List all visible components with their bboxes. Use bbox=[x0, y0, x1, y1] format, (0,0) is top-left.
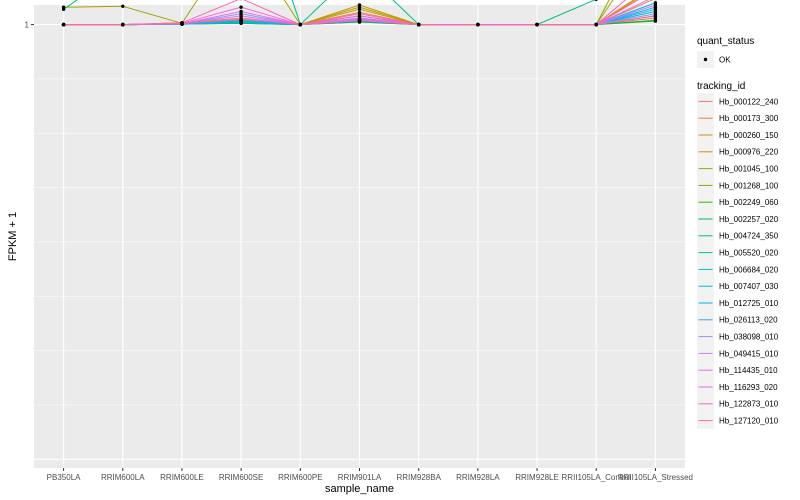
x-tick-label: RRIM600PE bbox=[278, 473, 322, 482]
data-point bbox=[298, 22, 302, 27]
x-tick-label: RRIM928LE bbox=[515, 473, 559, 482]
x-tick-label: RRIM600LE bbox=[160, 473, 204, 482]
data-point bbox=[357, 18, 362, 22]
data-point bbox=[357, 12, 362, 16]
legend-label-tracking-id: Hb_001268_100 bbox=[719, 181, 779, 190]
legend-title-tracking-id: tracking_id bbox=[697, 81, 745, 92]
x-axis: PB350LA RRIM600LA RRIM600LE RRIM600SE RRIM60… bbox=[47, 468, 693, 482]
x-tick-label: RRII105LA_Stressed bbox=[618, 473, 693, 482]
data-point bbox=[239, 5, 243, 9]
legend-label-tracking-id: Hb_116293_020 bbox=[719, 383, 778, 392]
data-point bbox=[417, 22, 421, 27]
data-points bbox=[61, 0, 658, 27]
legend-label-quant-status: OK bbox=[719, 56, 731, 65]
legend: quant_status OK tracking_id Hb_000122_240 Hb… bbox=[697, 36, 779, 429]
data-point bbox=[594, 22, 598, 27]
data-point bbox=[121, 4, 125, 8]
x-tick-label: PB350LA bbox=[47, 473, 81, 482]
legend-label-tracking-id: Hb_012725_010 bbox=[719, 299, 779, 308]
legend-label-tracking-id: Hb_007407_030 bbox=[719, 282, 779, 291]
data-point bbox=[61, 22, 66, 27]
legend-label-tracking-id: Hb_002257_020 bbox=[719, 215, 779, 224]
y-axis: 1 bbox=[25, 21, 34, 30]
legend-label-tracking-id: Hb_000260_150 bbox=[719, 131, 779, 140]
legend-label-tracking-id: Hb_000122_240 bbox=[719, 97, 779, 106]
x-tick-label: RRIM928LA bbox=[456, 473, 500, 482]
data-point bbox=[535, 22, 539, 27]
legend-label-tracking-id: Hb_001045_100 bbox=[719, 165, 779, 174]
legend-label-tracking-id: Hb_002249_060 bbox=[719, 198, 779, 207]
legend-title-quant-status: quant_status bbox=[697, 36, 754, 47]
data-point bbox=[61, 7, 66, 11]
legend-label-tracking-id: Hb_006684_020 bbox=[719, 265, 779, 274]
data-point bbox=[653, 3, 658, 7]
legend-label-tracking-id: Hb_038098_010 bbox=[719, 333, 779, 342]
x-tick-label: RRIM901LA bbox=[338, 473, 382, 482]
legend-label-tracking-id: Hb_114435_010 bbox=[719, 366, 778, 375]
data-point bbox=[357, 5, 362, 9]
legend-key-point bbox=[703, 57, 708, 62]
legend-label-tracking-id: Hb_049415_010 bbox=[719, 349, 779, 358]
x-axis-title: sample_name bbox=[325, 483, 394, 495]
data-point bbox=[121, 22, 125, 27]
series-line-Hb_004724_350 bbox=[63, 0, 596, 26]
data-point bbox=[653, 14, 658, 18]
y-axis-title: FPKM + 1 bbox=[7, 212, 19, 261]
legend-label-tracking-id: Hb_004724_350 bbox=[719, 232, 779, 241]
data-point bbox=[239, 16, 243, 20]
data-point bbox=[653, 7, 658, 11]
legend-label-tracking-id: Hb_026113_020 bbox=[719, 316, 778, 325]
data-point bbox=[653, 18, 658, 22]
legend-label-tracking-id: Hb_005520_020 bbox=[719, 249, 779, 258]
x-tick-label: RRIM600LA bbox=[101, 473, 145, 482]
legend-label-tracking-id: Hb_000173_300 bbox=[719, 114, 779, 123]
data-point bbox=[239, 9, 243, 14]
data-point bbox=[594, 0, 598, 1]
data-point bbox=[180, 21, 184, 25]
legend-label-tracking-id: Hb_122873_010 bbox=[719, 400, 779, 409]
legend-label-tracking-id: Hb_000976_220 bbox=[719, 148, 779, 157]
legend-label-tracking-id: Hb_127120_010 bbox=[719, 417, 779, 426]
x-tick-label: RRIM928BA bbox=[396, 473, 441, 482]
y-tick-label: 1 bbox=[25, 21, 30, 30]
x-tick-label: RRIM600SE bbox=[219, 473, 263, 482]
data-point bbox=[476, 22, 480, 27]
x-tick-label: RRII105LA_Control bbox=[562, 473, 632, 482]
